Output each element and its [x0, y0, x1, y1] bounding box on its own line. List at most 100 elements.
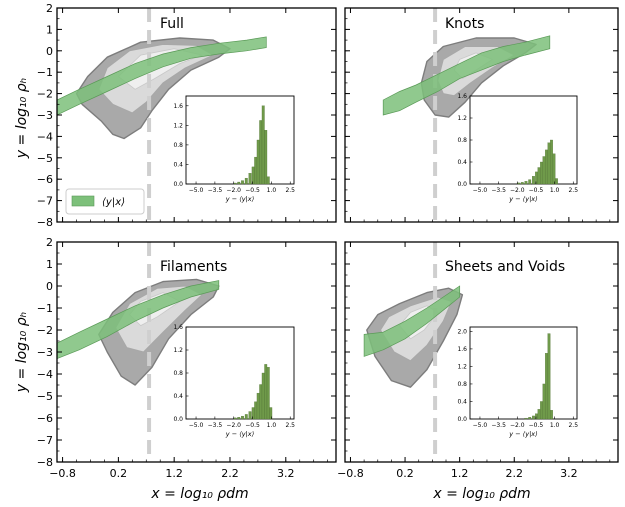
inset-x-tick-label: 2.5 [285, 187, 295, 194]
inset-y-tick-label: 0.8 [173, 370, 183, 377]
y-tick-label: −8 [37, 456, 53, 469]
inset-frame [469, 326, 578, 420]
histogram-bar [233, 182, 237, 185]
histogram-bar [237, 181, 241, 185]
inset-x-label: y − ⟨y|x⟩ [508, 195, 537, 203]
inset-x-tick-label: 1.0 [550, 422, 560, 429]
histogram-bar [542, 156, 546, 185]
histogram-bar [520, 182, 524, 185]
histogram-bar [241, 415, 244, 420]
histogram-bar [537, 167, 541, 185]
inset-y-tick-label: 1.2 [457, 363, 467, 370]
inset-x-tick-label: −3.5 [491, 187, 506, 194]
histogram-bar [545, 353, 548, 420]
conditional-mean-band [57, 36, 267, 116]
x-tick-label: 2.2 [221, 467, 239, 480]
y-tick-label: −7 [37, 195, 53, 208]
inset-y-tick-label: 1.6 [173, 324, 183, 331]
y-tick-label: −2 [37, 88, 53, 101]
inset-x-tick-label: −0.5 [245, 187, 260, 194]
histogram-bar [248, 173, 252, 185]
inset-y-tick-label: 0.4 [173, 393, 183, 400]
inset-y-tick-label: 0.8 [457, 137, 467, 144]
histogram-bar [528, 179, 532, 185]
inset-x-tick-label: −5.0 [189, 187, 204, 194]
y-tick-label: −2 [37, 324, 53, 337]
histogram-bar [266, 367, 270, 420]
histogram-bar [256, 139, 260, 185]
y-tick-label: 1 [46, 23, 53, 36]
histogram-bar [259, 120, 263, 185]
histogram-bar [517, 182, 520, 185]
panel-1: 2 1 0 −1 −2 −3 −4 −5 −6 −7 −8 Full 0.0 0.4 0.8 1.2 1.6 −5… [37, 2, 337, 229]
histogram-bar [537, 409, 541, 420]
histogram-bar [256, 392, 260, 420]
conditional-mean-band [382, 35, 551, 116]
histogram-bar [540, 161, 543, 185]
histogram-bar [524, 417, 528, 420]
inset-x-tick-label: 2.5 [285, 422, 295, 429]
histogram-bar [532, 415, 535, 420]
x-tick-label: 0.2 [110, 467, 128, 480]
panel-plot-area [57, 8, 267, 222]
x-tick-label: 1.2 [165, 467, 183, 480]
inset-x-tick-label: −5.0 [189, 422, 204, 429]
y-tick-label: −8 [37, 216, 53, 229]
inset-y-tick-label: 0.8 [173, 142, 183, 149]
histogram-bar [547, 142, 551, 185]
inset-x-tick-label: 2.5 [568, 422, 578, 429]
inset-frame [185, 326, 295, 420]
panel-plot-area [382, 8, 551, 222]
histogram-bar [547, 333, 551, 420]
legend-swatch [71, 195, 95, 207]
legend: ⟨y|x⟩ [65, 188, 145, 215]
inset-histogram: 0.0 0.4 0.8 1.2 1.6 2.0 −5.0 −3.5 −2.0 −0.5 1.0 2.5… [457, 326, 578, 438]
inset-x-tick-label: −2.0 [226, 422, 241, 429]
histogram-bar [248, 411, 252, 420]
panel-title: Full [160, 16, 184, 32]
histogram-bar [251, 166, 255, 185]
histogram-bar [241, 180, 244, 185]
inset-x-tick-label: −2.0 [510, 422, 525, 429]
y-tick-label: −7 [37, 434, 53, 447]
inset-x-tick-label: −2.0 [226, 187, 241, 194]
y-tick-label: −3 [37, 346, 53, 359]
inset-y-tick-label: 1.2 [173, 122, 183, 129]
inset-x-tick-label: 1.0 [550, 187, 560, 194]
panels: 2 1 0 −1 −2 −3 −4 −5 −6 −7 −8 Full 0.0 0.4 0.8 1.2 1.6 −5… [37, 2, 619, 480]
contour-inner [115, 285, 203, 353]
inset-x-tick-label: −0.5 [529, 422, 544, 429]
inset-y-tick-label: 1.6 [457, 346, 467, 353]
histogram-bar [550, 139, 553, 185]
y-tick-label: 2 [46, 236, 53, 249]
x-tick-label: 2.2 [506, 467, 524, 480]
histogram-bar [552, 153, 556, 185]
histogram-bar [540, 401, 543, 420]
panel-title: Sheets and Voids [445, 259, 565, 275]
histogram-bar [524, 181, 528, 185]
inset-y-tick-label: 1.6 [173, 103, 183, 110]
inset-x-label: y − ⟨y|x⟩ [225, 195, 254, 203]
histogram-bar [259, 384, 263, 420]
histogram-bar [528, 417, 532, 420]
inset-x-label: y − ⟨y|x⟩ [508, 430, 537, 438]
y-tick-label: −3 [37, 109, 53, 122]
histogram-bar [261, 372, 265, 420]
inset-x-tick-label: −3.5 [208, 187, 223, 194]
inset-x-tick-label: 1.0 [267, 422, 277, 429]
histogram-bar [542, 383, 546, 420]
x-axis-label-right: x = log₁₀ ρdm [432, 486, 530, 502]
inset-frame [185, 95, 295, 185]
histogram-bar [254, 401, 258, 420]
inset-y-tick-label: 0.0 [457, 416, 467, 423]
y-axis-label-top: y = log₁₀ ρₕ [14, 78, 30, 159]
x-tick-label: 3.2 [560, 467, 578, 480]
conditional-mean-band [57, 280, 220, 359]
histogram-bar [555, 178, 558, 185]
histogram-bar [532, 176, 535, 185]
inset-y-tick-label: 0.4 [457, 398, 467, 405]
conditional-mean-band [363, 285, 461, 357]
histogram-bar [244, 177, 248, 185]
